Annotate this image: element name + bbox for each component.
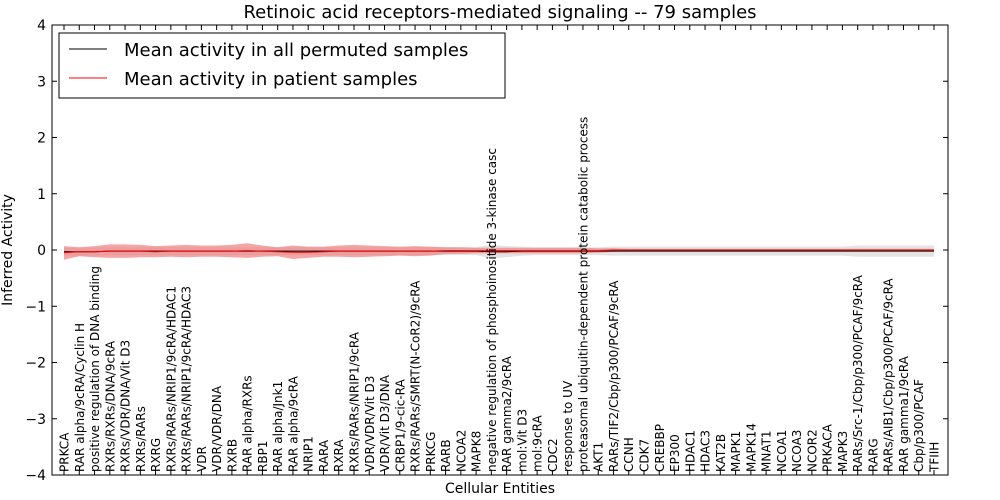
x-tick-label: RXRs/VDR/DNA/Vit D3	[119, 340, 133, 472]
x-tick-label: response to UV	[561, 380, 575, 472]
x-tick-label: PRKCG	[424, 432, 438, 472]
x-tick-label: RXRs/RARs/NRIP1/9cRA/HDAC1	[164, 286, 178, 472]
series-line-1	[63, 249, 934, 254]
y-axis-label: Inferred Activity	[0, 194, 16, 306]
x-tick-label: RXRB	[225, 439, 239, 472]
x-tick-label: PRKCA	[58, 432, 72, 472]
x-tick-label: VDR/Vit D3/DNA	[378, 374, 392, 472]
x-tick-label: RBP1	[256, 441, 270, 472]
x-tick-label: RAR alpha/9cRA	[286, 375, 300, 472]
x-tick-label: RXRs/RARs	[134, 406, 148, 472]
x-tick-label: MNAT1	[760, 430, 774, 472]
x-tick-label: CDK7	[638, 439, 652, 472]
x-tick-label: NRIP1	[302, 436, 316, 472]
x-tick-label: mol:Vit D3	[515, 409, 529, 472]
x-tick-label: RXRA	[332, 439, 346, 472]
x-tick-label: EP300	[668, 434, 682, 472]
x-tick-label: AKT1	[592, 442, 606, 472]
y-tick-label: −1	[25, 299, 46, 315]
x-tick-label: RARB	[439, 439, 453, 472]
x-tick-label: CDC2	[546, 438, 560, 472]
x-tick-label: RARs/TIF2/Cbp/p300/PCAF/9cRA	[607, 280, 621, 472]
x-tick-label: KAT2B	[714, 434, 728, 472]
x-tick-label: MAPK8	[470, 431, 484, 472]
x-tick-label: RARA	[317, 439, 331, 472]
x-tick-label: RXRs/RARs/SMRT(N-CoR2)/9cRA	[409, 280, 423, 472]
x-tick-label: RARs/Src-1/Cbp/p300/PCAF/9cRA	[851, 274, 865, 472]
x-tick-label: MAPK1	[729, 431, 743, 472]
x-tick-label: RXRs/RARs/NRIP1/9cRA/HDAC3	[180, 286, 194, 472]
x-tick-label: NCOA2	[454, 430, 468, 472]
legend-label-patient: Mean activity in patient samples	[124, 69, 418, 90]
y-tick-label: −3	[25, 412, 46, 428]
x-tick-label: RAR gamma1/9cRA	[897, 355, 911, 472]
x-tick-label: RAR alpha/9cRA/Cyclin H	[73, 323, 87, 472]
x-tick-label: RXRG	[149, 438, 163, 472]
x-tick-label: VDR/VDR/Vit D3	[363, 376, 377, 472]
x-tick-label: RAR alpha/Jnk1	[271, 381, 285, 472]
series-lines	[63, 249, 934, 254]
x-tick-label: MAPK14	[744, 423, 758, 472]
legend-box	[58, 32, 506, 99]
y-tick-label: 1	[37, 187, 46, 203]
x-tick-label: positive regulation of DNA binding	[88, 266, 102, 472]
x-tick-label: RXRs/RARs/NRIP1/9cRA	[348, 331, 362, 472]
y-tick-label: −2	[25, 356, 46, 372]
x-tick-label: NCOA3	[790, 430, 804, 472]
x-tick-label: CCNH	[622, 437, 636, 472]
x-tick-label: HDAC1	[683, 430, 697, 472]
x-tick-label: NCOR2	[805, 429, 819, 472]
x-tick-label: PRKACA	[821, 423, 835, 472]
y-tick-label: −4	[25, 468, 46, 484]
y-tick-label: 0	[37, 243, 46, 259]
x-tick-label: RARG	[866, 438, 880, 472]
y-axis: −4 −3 −2 −1 0 1 2 3 4	[25, 18, 948, 484]
x-tick-label: Cbp/p300/PCAF	[912, 379, 926, 472]
x-tick-label: proteasomal ubiquitin-dependent protein …	[576, 117, 590, 472]
x-tick-label: RARs/AIB1/Cbp/p300/PCAF/9cRA	[882, 278, 896, 472]
x-tick-label: RAR gamma2/9cRA	[500, 355, 514, 472]
chart-title: Retinoic acid receptors-mediated signali…	[243, 2, 756, 23]
x-tick-label: RXRs/RXRs/DNA/9cRA	[103, 340, 117, 472]
x-tick-label: VDR	[195, 446, 209, 472]
x-axis-label: Cellular Entities	[445, 481, 555, 497]
x-tick-label: VDR/VDR/DNA	[210, 385, 224, 472]
x-tick-label: CREBBP	[653, 424, 667, 472]
y-tick-label: 2	[37, 131, 46, 147]
x-tick-label: negative regulation of phosphoinositide …	[485, 148, 499, 472]
x-tick-label: RAR alpha/RXRs	[241, 375, 255, 472]
y-tick-label: 3	[37, 74, 46, 90]
x-tick-label: NCOA1	[775, 430, 789, 472]
x-tick-label: mol:9cRA	[531, 415, 545, 472]
y-tick-label: 4	[37, 18, 46, 34]
x-tick-label: CRBP1/9-cic-RA	[393, 378, 407, 472]
x-tick-label: MAPK3	[836, 431, 850, 472]
x-tick-label: HDAC3	[699, 430, 713, 472]
x-tick-label: TFIIH	[928, 442, 942, 473]
legend: Mean activity in all permuted samples Me…	[58, 32, 506, 99]
legend-label-permuted: Mean activity in all permuted samples	[124, 40, 468, 61]
